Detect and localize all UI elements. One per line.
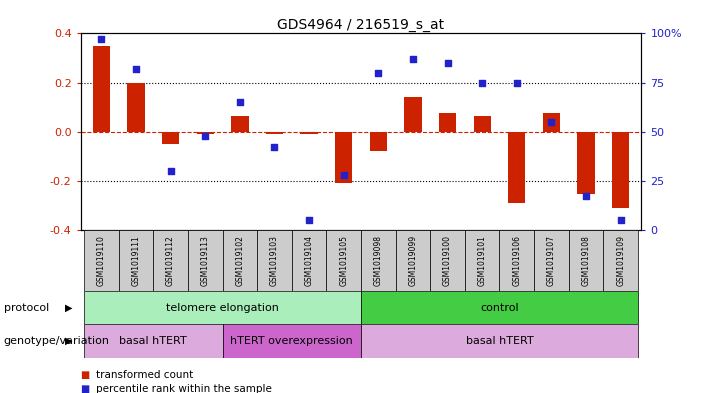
Bar	[473, 116, 491, 132]
Text: basal hTERT: basal hTERT	[465, 336, 533, 346]
Point	[546, 119, 557, 125]
Text: GSM1019101: GSM1019101	[477, 235, 486, 286]
Text: GSM1019103: GSM1019103	[270, 235, 279, 286]
Bar	[118, 230, 154, 291]
Bar	[84, 324, 222, 358]
Text: GSM1019102: GSM1019102	[236, 235, 245, 286]
Text: GSM1019109: GSM1019109	[616, 235, 625, 286]
Text: GSM1019099: GSM1019099	[409, 235, 417, 286]
Point	[269, 144, 280, 151]
Bar	[222, 230, 257, 291]
Point	[96, 36, 107, 42]
Bar	[430, 230, 465, 291]
Point	[304, 217, 315, 223]
Text: GSM1019106: GSM1019106	[512, 235, 522, 286]
Text: percentile rank within the sample: percentile rank within the sample	[96, 384, 272, 393]
Text: GSM1019104: GSM1019104	[305, 235, 313, 286]
Bar	[569, 230, 604, 291]
Text: GSM1019112: GSM1019112	[166, 235, 175, 286]
Text: ▶: ▶	[65, 336, 72, 346]
Bar	[154, 230, 188, 291]
Text: GSM1019098: GSM1019098	[374, 235, 383, 286]
Point	[442, 60, 453, 66]
Text: ■: ■	[81, 370, 90, 380]
Text: GSM1019110: GSM1019110	[97, 235, 106, 286]
Bar	[196, 132, 214, 134]
Point	[615, 217, 626, 223]
Bar	[361, 291, 638, 324]
Point	[580, 193, 592, 200]
Text: GSM1019111: GSM1019111	[132, 235, 140, 286]
Point	[200, 132, 211, 139]
Bar	[439, 113, 456, 132]
Point	[234, 99, 245, 105]
Text: GSM1019107: GSM1019107	[547, 235, 556, 286]
Bar	[543, 113, 560, 132]
Point	[477, 79, 488, 86]
Bar	[257, 230, 292, 291]
Text: control: control	[480, 303, 519, 312]
Bar	[508, 132, 526, 203]
Bar	[93, 46, 110, 132]
Bar	[361, 324, 638, 358]
Bar	[128, 83, 144, 132]
Text: ▶: ▶	[65, 303, 72, 312]
Bar	[500, 230, 534, 291]
Bar	[395, 230, 430, 291]
Bar	[612, 132, 629, 208]
Bar	[327, 230, 361, 291]
Bar	[231, 116, 249, 132]
Text: GSM1019100: GSM1019100	[443, 235, 452, 286]
Point	[373, 70, 384, 76]
Bar	[604, 230, 638, 291]
Text: hTERT overexpression: hTERT overexpression	[231, 336, 353, 346]
Bar	[266, 132, 283, 134]
Text: ■: ■	[81, 384, 90, 393]
Bar	[292, 230, 327, 291]
Text: GSM1019105: GSM1019105	[339, 235, 348, 286]
Bar	[84, 230, 118, 291]
Text: telomere elongation: telomere elongation	[166, 303, 279, 312]
Text: GSM1019108: GSM1019108	[582, 235, 590, 286]
Bar	[84, 291, 361, 324]
Point	[511, 79, 522, 86]
Bar	[335, 132, 353, 183]
Title: GDS4964 / 216519_s_at: GDS4964 / 216519_s_at	[278, 18, 444, 32]
Text: GSM1019113: GSM1019113	[200, 235, 210, 286]
Bar	[404, 97, 421, 132]
Bar	[369, 132, 387, 151]
Point	[338, 172, 349, 178]
Bar	[465, 230, 500, 291]
Text: basal hTERT: basal hTERT	[119, 336, 187, 346]
Point	[407, 56, 418, 62]
Bar	[361, 230, 395, 291]
Bar	[188, 230, 222, 291]
Bar	[534, 230, 569, 291]
Point	[130, 66, 142, 72]
Text: transformed count: transformed count	[96, 370, 193, 380]
Bar	[222, 324, 361, 358]
Bar	[301, 132, 318, 134]
Bar	[578, 132, 594, 194]
Text: genotype/variation: genotype/variation	[4, 336, 109, 346]
Text: protocol: protocol	[4, 303, 49, 312]
Bar	[162, 132, 179, 144]
Point	[165, 168, 176, 174]
